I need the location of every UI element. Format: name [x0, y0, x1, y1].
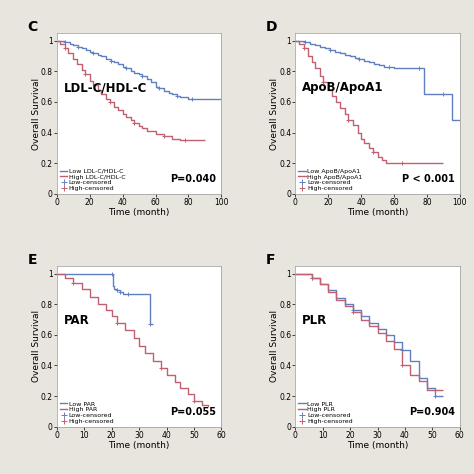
Point — [300, 45, 307, 52]
Text: D: D — [266, 20, 277, 34]
Point — [89, 49, 97, 57]
Legend: Low LDL-C/HDL-C, High LDL-C/HDL-C, Low-censored, High-censored: Low LDL-C/HDL-C, High LDL-C/HDL-C, Low-c… — [59, 168, 126, 191]
X-axis label: Time (month): Time (month) — [347, 441, 408, 450]
Point — [160, 132, 168, 139]
Point — [122, 64, 130, 72]
Point — [415, 64, 422, 72]
Text: PAR: PAR — [64, 314, 89, 327]
Text: P=0.904: P=0.904 — [409, 407, 455, 417]
Legend: Low PLR, High PLR, Low-censored, High-censored: Low PLR, High PLR, Low-censored, High-ce… — [298, 401, 353, 424]
X-axis label: Time (month): Time (month) — [109, 208, 170, 217]
Point — [113, 319, 121, 327]
Point — [326, 46, 334, 54]
Legend: Low PAR, High PAR, Low-censored, High-censored: Low PAR, High PAR, Low-censored, High-ce… — [59, 401, 115, 424]
Legend: Low ApoB/ApoA1, High ApoB/ApoA1, Low-censored, High-censored: Low ApoB/ApoA1, High ApoB/ApoA1, Low-cen… — [298, 168, 363, 191]
Y-axis label: Overall Survival: Overall Survival — [270, 77, 279, 149]
Point — [70, 279, 77, 287]
Point — [349, 307, 356, 314]
Point — [308, 274, 316, 282]
Point — [74, 43, 82, 51]
Point — [399, 362, 406, 369]
Text: E: E — [27, 253, 37, 267]
Point — [106, 98, 113, 106]
Point — [301, 38, 309, 46]
Point — [344, 117, 352, 124]
Point — [431, 392, 439, 400]
Y-axis label: Overall Survival: Overall Survival — [32, 77, 41, 149]
Text: C: C — [27, 20, 37, 34]
Point — [349, 308, 356, 316]
Point — [319, 78, 327, 86]
Point — [113, 287, 121, 294]
Point — [155, 84, 163, 92]
Point — [173, 92, 181, 100]
Point — [81, 71, 89, 78]
Point — [107, 57, 115, 64]
Text: P < 0.001: P < 0.001 — [402, 174, 455, 184]
Point — [61, 45, 69, 52]
Point — [138, 72, 146, 80]
Point — [308, 274, 316, 282]
Point — [399, 159, 406, 167]
Point — [61, 38, 69, 46]
Text: LDL-C/HDL-C: LDL-C/HDL-C — [64, 82, 147, 94]
Point — [130, 119, 138, 127]
Point — [385, 63, 393, 71]
Text: P=0.055: P=0.055 — [170, 407, 217, 417]
Text: P=0.040: P=0.040 — [170, 174, 217, 184]
Point — [399, 346, 406, 354]
Point — [439, 91, 447, 98]
Text: F: F — [266, 253, 275, 267]
Point — [124, 290, 132, 297]
Point — [116, 288, 124, 296]
Point — [369, 149, 376, 156]
Text: PLR: PLR — [302, 314, 327, 327]
X-axis label: Time (month): Time (month) — [109, 441, 170, 450]
Y-axis label: Overall Survival: Overall Survival — [270, 310, 279, 383]
Point — [190, 397, 198, 404]
X-axis label: Time (month): Time (month) — [347, 208, 408, 217]
Point — [157, 365, 165, 372]
Point — [146, 320, 154, 328]
Point — [431, 386, 439, 394]
Point — [188, 95, 195, 103]
Point — [108, 270, 116, 277]
Point — [182, 137, 189, 144]
Point — [356, 55, 363, 63]
Y-axis label: Overall Survival: Overall Survival — [32, 310, 41, 383]
Text: ApoB/ApoA1: ApoB/ApoA1 — [302, 82, 383, 94]
